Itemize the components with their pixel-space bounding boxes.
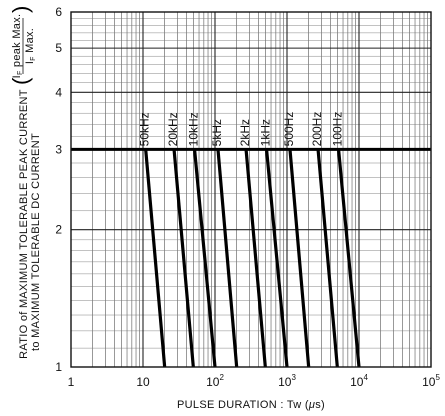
x-tick-label: 105 xyxy=(422,373,440,389)
x-tick-label: 10 xyxy=(136,375,150,389)
series-label-2kHz: 2kHz xyxy=(238,119,252,146)
y-axis-fraction: ( IF peak Max. IF Max. ) xyxy=(8,6,37,85)
y-tick-labels: 1 2 3 4 5 6 xyxy=(55,5,62,374)
x-tick-label: 103 xyxy=(278,373,296,389)
y-tick-label: 3 xyxy=(55,142,62,156)
series-label-5kHz: 5kHz xyxy=(210,119,224,146)
series-line-500Hz xyxy=(288,149,311,368)
y-tick-label: 5 xyxy=(55,41,62,55)
fraction-open-paren: ( xyxy=(8,77,33,85)
x-axis-title: PULSE DURATION : Tw (μs) xyxy=(177,399,325,411)
curves xyxy=(144,149,361,368)
grid-major xyxy=(71,12,431,367)
fraction-denominator: IF Max. xyxy=(24,28,37,64)
y-axis-title: RATIO of MAXIMUM TOLERABLE PEAK CURRENT … xyxy=(18,89,42,359)
y-tick-label: 6 xyxy=(55,5,62,19)
series-label-10kHz: 10kHz xyxy=(187,112,201,146)
series-label-200Hz: 200Hz xyxy=(310,112,324,147)
series-label-50kHz: 50kHz xyxy=(138,112,152,146)
series-label-500Hz: 500Hz xyxy=(282,112,296,147)
plot-frame xyxy=(70,11,432,368)
y-axis-title-line1: RATIO of MAXIMUM TOLERABLE PEAK CURRENT xyxy=(18,89,30,359)
series-line-20kHz xyxy=(172,149,195,368)
x-tick-label: 102 xyxy=(206,373,224,389)
series-label-100Hz: 100Hz xyxy=(331,112,345,147)
series-line-2kHz xyxy=(244,149,267,368)
x-tick-label: 1 xyxy=(68,375,75,389)
y-axis-title-line2: to MAXIMUM TOLERABLE DC CURRENT xyxy=(30,133,42,351)
x-tick-label: 104 xyxy=(350,373,368,389)
series-line-100Hz xyxy=(336,149,361,368)
fraction-close-paren: ) xyxy=(8,6,33,13)
series-label-20kHz: 20kHz xyxy=(166,112,180,146)
series-line-200Hz xyxy=(316,149,339,368)
x-tick-labels: 1 10 102 103 104 105 xyxy=(68,373,441,389)
y-tick-label: 4 xyxy=(55,85,62,99)
y-tick-label: 1 xyxy=(55,360,62,374)
series-line-10kHz xyxy=(192,149,217,368)
series-line-50kHz xyxy=(144,149,167,368)
series-label-1kHz: 1kHz xyxy=(259,119,273,146)
series-line-5kHz xyxy=(216,149,239,368)
fraction-numerator: IF peak Max. xyxy=(11,14,24,79)
series-line-1kHz xyxy=(264,149,289,368)
y-tick-label: 2 xyxy=(55,223,62,237)
curve-labels: 50kHz 20kHz 10kHz 5kHz 2kHz 1kHz 500Hz 200Hz 100… xyxy=(138,112,345,147)
